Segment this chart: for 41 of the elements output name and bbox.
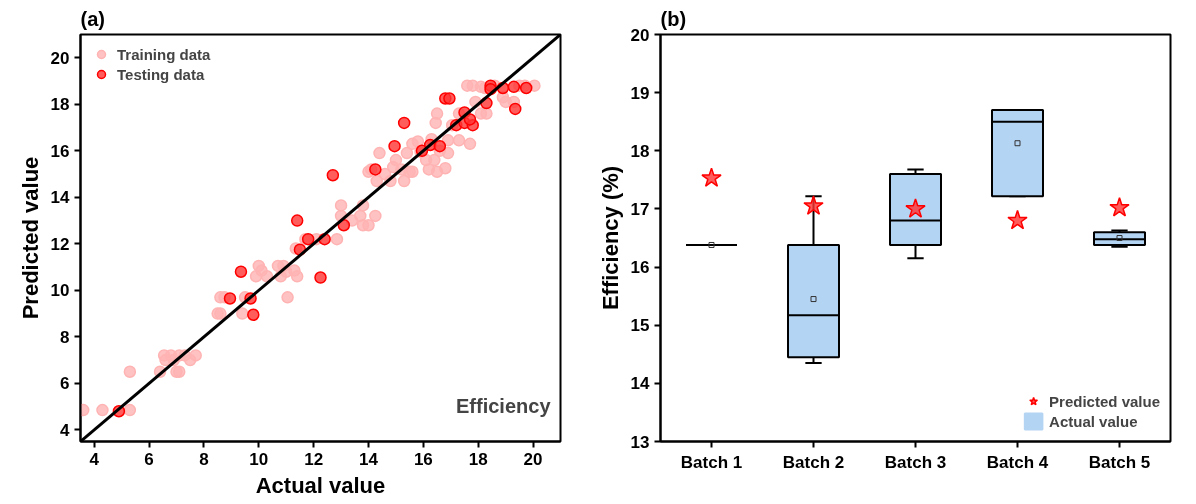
legend-label: Actual value: [1049, 412, 1138, 430]
annotation: Efficiency: [456, 394, 552, 417]
y-tick-label: 12: [50, 234, 70, 254]
y-tick-label: 18: [630, 141, 650, 161]
y-tick-label: 14: [50, 188, 71, 208]
y-tick-label: 14: [630, 374, 651, 394]
y-tick-label: 6: [60, 374, 70, 394]
legend-label: Predicted value: [1049, 392, 1160, 410]
x-tick-label: 12: [304, 449, 324, 469]
x-tick-label: 4: [89, 449, 100, 469]
y-tick-label: 20: [50, 48, 70, 68]
x-tick-label: Batch 1: [680, 452, 743, 472]
y-tick-label: 13: [630, 432, 650, 452]
x-tick-label: 18: [468, 449, 488, 469]
y-tick-label: 8: [60, 327, 70, 347]
x-tick-label: Batch 4: [986, 452, 1049, 472]
y-tick-label: 4: [60, 420, 71, 440]
y-axis-title: Predicted value: [17, 156, 43, 320]
y-tick-label: 10: [50, 281, 70, 301]
y-tick-label: 17: [630, 199, 650, 219]
x-tick-label: Batch 5: [1088, 452, 1151, 472]
y-tick-label: 19: [630, 83, 650, 103]
y-tick-label: 16: [50, 141, 70, 161]
y-tick-label: 15: [630, 316, 650, 336]
legend-label: Testing data: [117, 65, 205, 83]
x-tick-label: Batch 3: [884, 452, 947, 472]
x-tick-label: 20: [523, 449, 543, 469]
chart-title: (a): [80, 7, 105, 30]
x-axis-title: Actual value: [255, 472, 386, 498]
y-tick-label: 18: [50, 95, 70, 115]
y-axis-title: Efficiency (%): [597, 165, 623, 311]
x-tick-label: 14: [359, 449, 379, 469]
x-tick-label: 6: [144, 449, 154, 469]
y-tick-label: 20: [630, 25, 650, 45]
x-tick-label: 8: [199, 449, 209, 469]
x-tick-label: 10: [249, 449, 269, 469]
x-tick-label: 16: [413, 449, 433, 469]
legend-label: Training data: [117, 45, 211, 63]
chart-title: (b): [660, 7, 687, 30]
x-tick-label: Batch 2: [782, 452, 845, 472]
y-tick-label: 16: [630, 258, 650, 278]
